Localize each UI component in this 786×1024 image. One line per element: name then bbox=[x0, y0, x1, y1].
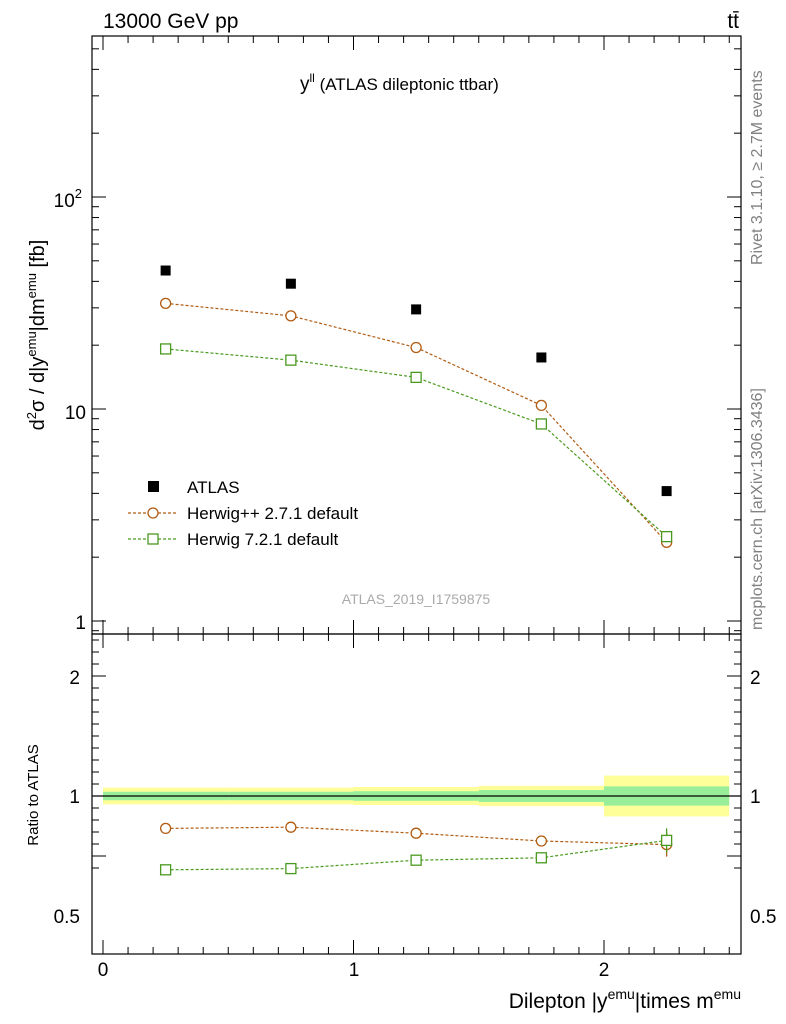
xtick-label-0: 0 bbox=[98, 960, 109, 981]
rivet-label: Rivet 3.1.10, ≥ 2.7M events bbox=[749, 70, 766, 265]
ratio-axis-ticks bbox=[92, 634, 741, 954]
legend-marker-atlas bbox=[148, 481, 159, 492]
data-point-herwigpp bbox=[535, 399, 548, 412]
legend-marker-herwig7 bbox=[147, 533, 159, 545]
data-point-atlas bbox=[160, 265, 171, 276]
data-point-atlas bbox=[661, 486, 672, 497]
ratio-ytick-label-2-left: 2 bbox=[69, 668, 80, 689]
legend: ATLAS Herwig++ 2.7.1 default Herwig 7.2.… bbox=[128, 478, 358, 549]
ratio-y-label: Ratio to ATLAS bbox=[25, 744, 42, 845]
ratio-ytick-label-1-right: 1 bbox=[750, 787, 761, 808]
data-point-herwig7 bbox=[159, 343, 172, 355]
ratio-ytick-label-1-left: 1 bbox=[69, 787, 80, 808]
mcplots-label: mcplots.cern.ch [arXiv:1306.3436] bbox=[749, 388, 766, 630]
ratio-ytick-label-05-right: 0.5 bbox=[750, 907, 776, 928]
main-ytick-label-10: 10 bbox=[65, 403, 86, 424]
data-point-herwig7 bbox=[410, 371, 422, 384]
data-point-herwigpp bbox=[410, 341, 422, 354]
legend-marker-herwigpp bbox=[147, 507, 159, 519]
data-point-herwigpp bbox=[159, 297, 172, 310]
ratio-point-herwig7 bbox=[535, 852, 548, 864]
ratio-point-herwig7 bbox=[660, 834, 673, 847]
data-point-atlas bbox=[411, 304, 422, 315]
data-point-herwigpp bbox=[285, 310, 297, 322]
energy-label: 13000 GeV pp bbox=[103, 10, 238, 33]
ratio-series bbox=[159, 821, 673, 876]
main-ytick-label-1: 1 bbox=[75, 613, 86, 634]
data-point-herwig7 bbox=[660, 530, 673, 543]
ratio-ytick-label-2-right: 2 bbox=[750, 668, 761, 689]
plot-title: yll (ATLAS dileptonic ttbar) bbox=[300, 71, 499, 95]
ratio-ytick-label-05-left: 0.5 bbox=[54, 907, 80, 928]
xtick-label-1: 1 bbox=[349, 960, 360, 981]
ratio-point-herwig7 bbox=[159, 864, 172, 876]
ratio-point-herwig7 bbox=[285, 862, 297, 875]
xtick-label-2: 2 bbox=[599, 960, 610, 981]
ratio-point-herwigpp bbox=[535, 835, 548, 847]
ratio-point-herwig7 bbox=[410, 854, 422, 866]
data-point-herwig7 bbox=[535, 418, 548, 430]
data-point-herwig7 bbox=[285, 354, 297, 366]
data-point-atlas bbox=[536, 352, 547, 363]
legend-label-herwigpp: Herwig++ 2.7.1 default bbox=[187, 504, 358, 523]
analysis-id: ATLAS_2019_I1759875 bbox=[342, 591, 491, 607]
main-y-label: d2σ / d|yemu|dmemu [fb] bbox=[24, 240, 49, 431]
main-ytick-label-100: 102 bbox=[54, 186, 82, 212]
data-point-atlas bbox=[285, 278, 296, 289]
ratio-point-herwigpp bbox=[285, 821, 297, 833]
x-axis-label: Dilepton |yemu|times memu bbox=[509, 986, 741, 1013]
legend-label-atlas: ATLAS bbox=[187, 478, 240, 497]
ratio-point-herwigpp bbox=[410, 827, 422, 839]
process-label: tt̄ bbox=[727, 10, 739, 33]
main-series bbox=[159, 265, 673, 548]
legend-label-herwig7: Herwig 7.2.1 default bbox=[187, 530, 338, 549]
main-axis-ticks bbox=[92, 36, 741, 634]
ratio-point-herwigpp bbox=[159, 822, 172, 835]
ratio-frame bbox=[91, 633, 742, 955]
